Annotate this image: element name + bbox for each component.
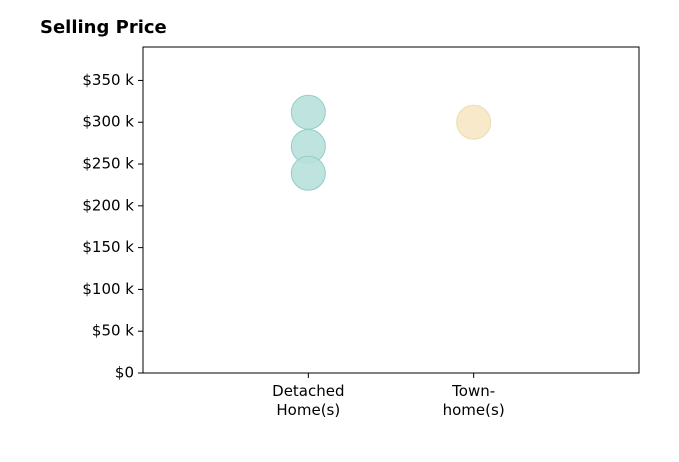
y-tick-label: $100 k [82,280,134,298]
point [290,94,326,130]
point [456,104,492,140]
plot-frame [142,46,640,374]
y-tick-label: $250 k [82,155,134,173]
y-tick-label: $150 k [82,238,134,256]
point [290,155,326,191]
x-tick-label: Town- home(s) [442,382,505,419]
chart-title: Selling Price [40,17,167,38]
y-tick-label: $300 k [82,113,134,131]
y-tick-label: $50 k [92,322,134,340]
x-tick-label: Detached Home(s) [272,382,345,419]
y-tick-label: $0 [115,364,134,382]
y-tick-label: $200 k [82,196,134,214]
y-tick-label: $350 k [82,71,134,89]
